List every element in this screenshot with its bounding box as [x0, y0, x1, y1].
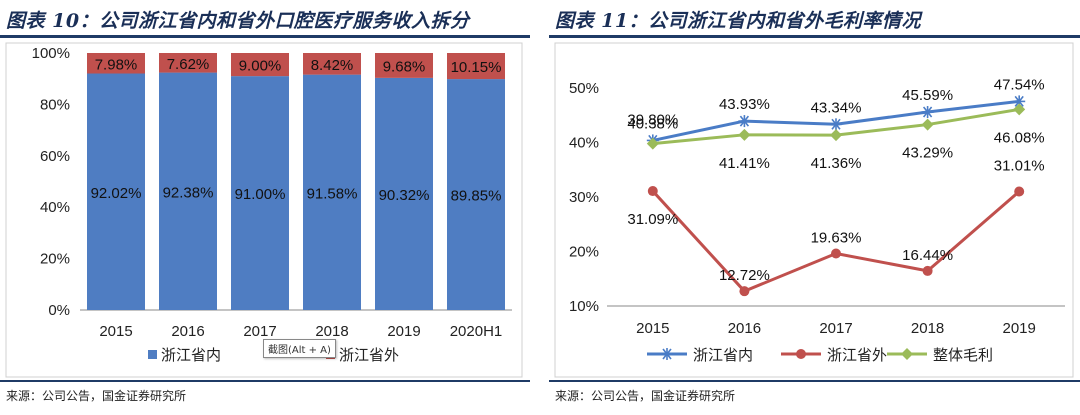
source-note-right: 来源：公司公告，国金证券研究所 [555, 389, 736, 403]
data-label: 91.58% [307, 185, 358, 202]
chart-title-right: 图表 11：公司浙江省内和省外毛利率情况 [555, 10, 922, 32]
left-panel: 图表 10：公司浙江省内和省外口腔医疗服务收入拆分 0% 20% 40% 60% 80%… [0, 0, 530, 415]
source-rule-left [0, 380, 530, 382]
point-marker [921, 106, 934, 119]
point-marker [661, 348, 673, 360]
data-label: 92.38% [163, 184, 214, 201]
plot-frame [554, 42, 1074, 378]
data-label: 43.93% [719, 96, 770, 113]
y-tick-label: 60% [40, 148, 70, 165]
x-tick-label: 2018 [911, 320, 944, 337]
bar-outer [375, 53, 433, 78]
bar-outer [159, 53, 217, 73]
point-marker [831, 248, 841, 259]
legend-label: 整体毛利 [933, 347, 993, 364]
data-label: 45.59% [902, 87, 953, 104]
data-label: 43.34% [811, 99, 862, 116]
title-rule-left [0, 35, 530, 38]
bar-outer [447, 53, 505, 80]
source-rule-right [549, 380, 1080, 382]
x-tick-label: 2018 [315, 323, 348, 340]
legend-label: 浙江省外 [339, 347, 399, 364]
bar-inner [447, 79, 505, 310]
data-label: 19.63% [811, 230, 862, 247]
bar-outer [231, 53, 289, 77]
point-marker [796, 349, 806, 359]
right-panel: 图表 11：公司浙江省内和省外毛利率情况 10% 20% 30% 40% 50% 2015… [549, 0, 1080, 415]
legend-label: 浙江省内 [693, 347, 753, 364]
data-label: 8.42% [311, 57, 354, 74]
data-label: 7.98% [95, 56, 138, 73]
y-tick-label: 40% [569, 135, 599, 152]
point-marker [901, 348, 913, 360]
bar-outer [303, 53, 361, 75]
data-label: 10.15% [451, 59, 502, 76]
point-marker [739, 286, 750, 297]
source-note-left: 来源：公司公告，国金证券研究所 [6, 389, 187, 403]
point-marker [1014, 186, 1025, 197]
bar-inner [375, 77, 433, 311]
x-tick-label: 2017 [243, 323, 276, 340]
x-tick-label: 2019 [387, 323, 420, 340]
x-tick-label: 2016 [728, 320, 761, 337]
data-label: 90.32% [379, 187, 430, 204]
y-tick-label: 80% [40, 96, 70, 113]
point-marker [738, 115, 751, 128]
bar-outer [87, 53, 145, 74]
stacked-bar-chart: 0% 20% 40% 60% 80% 100% 92.02% 7.98% 2015 92.38% 7… [5, 42, 523, 378]
legend-label: 浙江省内 [161, 347, 221, 364]
chart-title-left: 图表 10：公司浙江省内和省外口腔医疗服务收入拆分 [6, 10, 470, 32]
x-tick-label: 2017 [819, 320, 852, 337]
data-label: 31.09% [627, 211, 678, 228]
y-tick-label: 0% [48, 302, 70, 319]
data-label: 41.41% [719, 155, 770, 172]
data-label: 39.80% [627, 112, 678, 129]
data-label: 9.68% [383, 58, 426, 75]
point-marker [1013, 103, 1026, 116]
data-label: 40.38% [627, 115, 678, 132]
data-label: 9.00% [239, 58, 282, 75]
data-label: 7.62% [167, 56, 210, 73]
x-tick-label: 2015 [99, 323, 132, 340]
data-label: 16.44% [902, 247, 953, 264]
bar-inner [159, 72, 217, 310]
x-tick-label: 2016 [171, 323, 204, 340]
data-label: 43.29% [902, 145, 953, 162]
point-marker [921, 118, 934, 131]
x-tick-label: 2019 [1003, 320, 1036, 337]
data-label: 46.08% [994, 129, 1045, 146]
point-marker [647, 186, 658, 197]
data-label: 41.36% [811, 155, 862, 172]
x-tick-label: 2015 [636, 320, 669, 337]
line-chart: 10% 20% 30% 40% 50% 2015 2016 2017 2018 2019 40.38… [554, 42, 1074, 378]
x-tick-label: 2020H1 [450, 323, 503, 340]
y-tick-label: 10% [569, 298, 599, 315]
point-marker [830, 118, 842, 131]
y-tick-label: 50% [569, 80, 599, 97]
point-marker [738, 128, 751, 141]
point-marker [830, 129, 842, 142]
data-label: 47.54% [994, 76, 1045, 93]
y-tick-label: 20% [40, 251, 70, 268]
y-tick-label: 100% [32, 45, 70, 62]
legend-swatch [148, 350, 157, 359]
bar-inner [231, 76, 289, 310]
y-tick-label: 30% [569, 189, 599, 206]
screenshot-tooltip: 截图(Alt + A) [263, 339, 336, 358]
bar-inner [87, 73, 145, 310]
bar-inner [303, 74, 361, 310]
data-label: 91.00% [235, 186, 286, 203]
y-tick-label: 40% [40, 199, 70, 216]
point-marker [922, 265, 933, 276]
data-label: 31.01% [994, 157, 1045, 174]
legend-label: 浙江省外 [827, 347, 887, 364]
point-marker [646, 137, 659, 150]
data-label: 89.85% [451, 188, 502, 205]
title-rule-right [549, 35, 1080, 38]
data-label: 92.02% [91, 185, 142, 202]
y-tick-label: 20% [569, 244, 599, 261]
data-label: 12.72% [719, 267, 770, 284]
